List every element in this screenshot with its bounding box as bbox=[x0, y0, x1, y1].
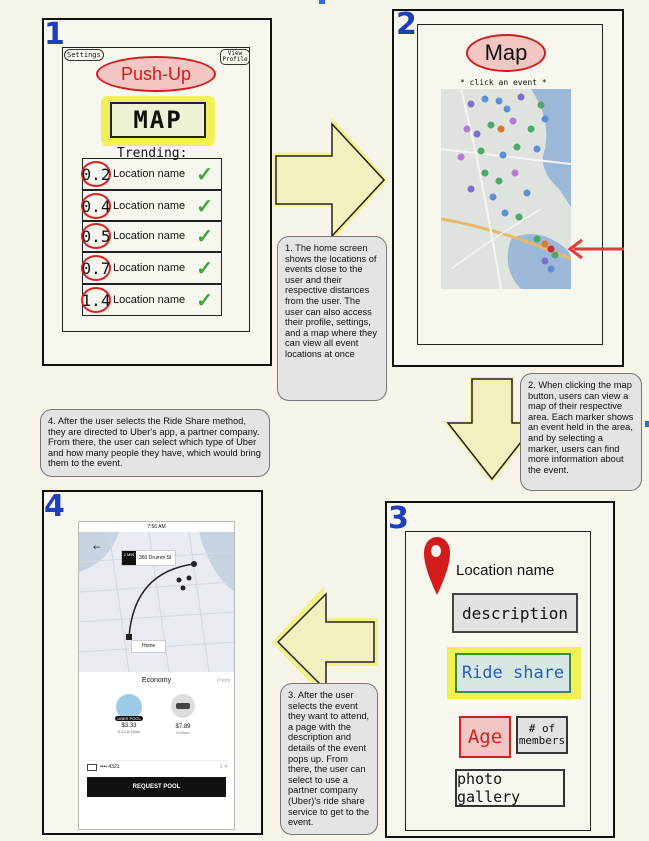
svg-text:←: ← bbox=[93, 543, 101, 553]
pool-label: UBER POOL bbox=[115, 716, 143, 721]
card-icon bbox=[87, 764, 97, 771]
uber-phone-screen: 7:56 AM ← 2 MIN 360 Drumm St Home Econom… bbox=[78, 521, 235, 830]
payment-row[interactable]: •••• 4321 1-4 bbox=[87, 760, 227, 771]
selection-handle-right bbox=[645, 421, 649, 427]
check-icon: ✓ bbox=[196, 163, 213, 186]
note-2: 2. When clicking the map button, users c… bbox=[520, 373, 642, 491]
trending-row[interactable]: 1.4 Location name ✓ bbox=[81, 284, 222, 316]
check-icon: ✓ bbox=[196, 225, 213, 248]
trending-row[interactable]: 0.4 Location name ✓ bbox=[81, 190, 222, 222]
panel-1-screen bbox=[62, 47, 250, 332]
view-profile-label[interactable]: View Profile bbox=[220, 49, 250, 65]
event-map[interactable] bbox=[441, 89, 571, 289]
destination-chip[interactable]: 2 MIN 360 Drumm St bbox=[121, 550, 177, 566]
uberx-option[interactable]: $7.89 8:05am bbox=[163, 694, 203, 735]
panel-3-number: 3 bbox=[388, 501, 409, 536]
app-title: Push-Up bbox=[96, 56, 216, 92]
distance-badge: 0.4 bbox=[81, 193, 111, 219]
card-number: •••• 4321 bbox=[100, 764, 120, 770]
check-icon: ✓ bbox=[196, 195, 213, 218]
age-box: Age bbox=[459, 716, 511, 758]
map-button[interactable]: MAP bbox=[110, 102, 206, 138]
premium-tab[interactable]: Premi bbox=[217, 678, 231, 684]
pool-time: 8:12-8:16am bbox=[117, 729, 141, 734]
economy-tab[interactable]: Economy bbox=[141, 677, 172, 684]
uberx-time: 8:05am bbox=[176, 730, 190, 735]
distance-badge: 0.7 bbox=[81, 255, 111, 281]
members-box: # of members bbox=[516, 716, 568, 754]
trending-row[interactable]: 0.2 Location name ✓ bbox=[81, 158, 222, 190]
distance-badge: 1.4 bbox=[81, 287, 111, 313]
pool-price: $3.33 bbox=[121, 723, 137, 729]
trending-label: Trending: bbox=[117, 146, 188, 161]
distance-badge: 0.5 bbox=[81, 223, 111, 249]
seat-count: 1-4 bbox=[219, 764, 227, 770]
selection-handle-top bbox=[319, 0, 325, 4]
ride-share-button[interactable]: Ride share bbox=[455, 653, 571, 693]
panel-2-number: 2 bbox=[396, 7, 417, 42]
status-time: 7:56 AM bbox=[147, 524, 166, 530]
check-icon: ✓ bbox=[196, 289, 213, 312]
panel-3-screen bbox=[405, 531, 591, 831]
trending-row[interactable]: 0.5 Location name ✓ bbox=[81, 220, 222, 252]
description-box: description bbox=[452, 593, 578, 633]
panel-1-number: 1 bbox=[44, 17, 65, 52]
note-3: 3. After the user selects the event they… bbox=[280, 683, 378, 835]
pool-car-icon bbox=[116, 694, 142, 720]
request-pool-button[interactable]: REQUEST POOL bbox=[87, 777, 226, 797]
event-location-name: Location name bbox=[456, 562, 555, 579]
location-name: Location name bbox=[113, 168, 186, 180]
panel-2-screen bbox=[417, 24, 603, 345]
uberx-car-icon bbox=[171, 694, 195, 718]
location-name: Location name bbox=[113, 230, 186, 242]
destination-name: 360 Drumm St bbox=[139, 555, 172, 561]
arrow-right bbox=[273, 117, 388, 243]
photo-gallery-box[interactable]: photo gallery bbox=[455, 769, 565, 807]
trending-row[interactable]: 0.7 Location name ✓ bbox=[81, 252, 222, 284]
check-icon: ✓ bbox=[196, 257, 213, 280]
status-bar: 7:56 AM bbox=[79, 522, 234, 532]
location-name: Location name bbox=[113, 200, 186, 212]
location-name: Location name bbox=[113, 262, 186, 274]
note-1: 1. The home screen shows the locations o… bbox=[277, 236, 387, 401]
location-name: Location name bbox=[113, 294, 186, 306]
panel-4-number: 4 bbox=[44, 489, 65, 524]
arrow-left bbox=[272, 586, 378, 698]
note-4: 4. After the user selects the Ride Share… bbox=[40, 409, 270, 477]
uberx-price: $7.89 bbox=[175, 724, 191, 730]
map-title: Map bbox=[466, 34, 546, 72]
pool-option[interactable]: UBER POOL $3.33 8:12-8:16am bbox=[109, 694, 149, 734]
destination-eta: 2 MIN bbox=[122, 551, 136, 565]
event-markers bbox=[457, 93, 559, 273]
distance-badge: 0.2 bbox=[81, 161, 111, 187]
settings-label[interactable]: Settings bbox=[64, 49, 104, 61]
location-pin-icon bbox=[424, 537, 450, 595]
arrow-down bbox=[444, 377, 540, 483]
pointer-arrow-icon bbox=[567, 238, 624, 260]
home-chip[interactable]: Home bbox=[131, 640, 167, 653]
map-hint: * click an event * bbox=[460, 78, 547, 87]
